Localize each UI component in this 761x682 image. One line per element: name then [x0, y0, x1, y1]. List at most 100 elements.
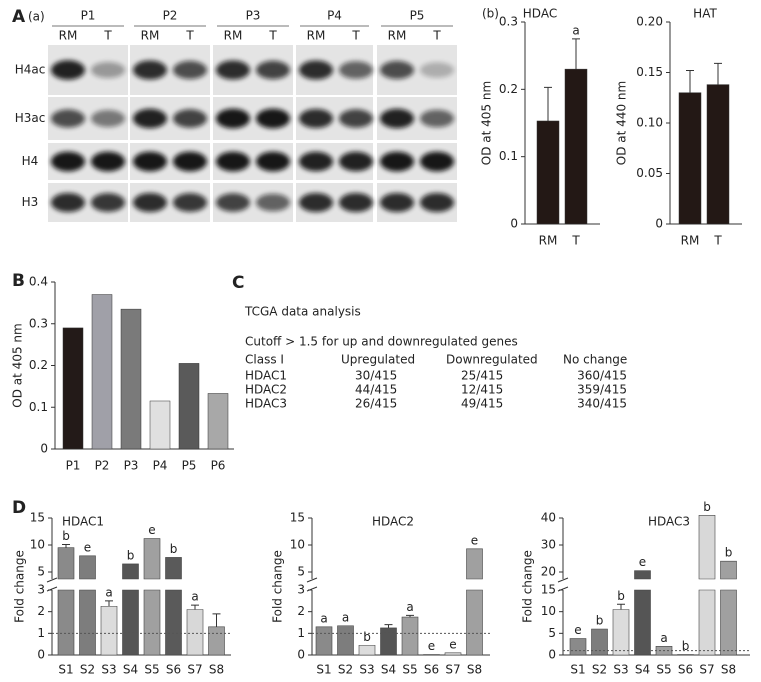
significance-label: b — [682, 639, 690, 653]
blot-band — [133, 151, 167, 172]
patient-label: P2 — [163, 9, 178, 23]
bar — [591, 628, 608, 656]
patient-label: P4 — [327, 9, 342, 23]
bar — [358, 644, 376, 656]
y-tick-label: 0 — [655, 217, 663, 231]
y-tick-label: 0.2 — [29, 358, 48, 372]
blot-band — [299, 108, 333, 129]
blot-band — [420, 151, 454, 172]
table-title: TCGA data analysis — [244, 305, 361, 319]
x-tick-label: S4 — [123, 663, 138, 677]
blot-band — [51, 151, 85, 172]
significance-label: e — [449, 637, 456, 651]
x-tick-label: S2 — [80, 663, 95, 677]
row-label: H4 — [22, 154, 39, 168]
table-cell: HDAC3 — [245, 397, 287, 411]
y-tick-label: 2 — [297, 604, 305, 618]
table-cell: HDAC1 — [245, 369, 287, 383]
lane-label: RM — [59, 29, 78, 43]
blot-band — [299, 151, 333, 172]
blot-band — [51, 109, 85, 128]
y-tick-label: 0.3 — [29, 316, 48, 330]
blot-band — [216, 151, 250, 172]
y-tick-label: 5 — [297, 565, 305, 579]
bar — [91, 294, 113, 450]
bar — [208, 626, 225, 656]
error-bar — [714, 62, 722, 85]
bar — [120, 308, 142, 450]
y-tick-label: 0.10 — [636, 116, 663, 130]
blot-band — [380, 151, 414, 172]
y-tick-label: 0 — [297, 648, 305, 662]
x-tick-label: RM — [681, 234, 700, 248]
blot-band — [339, 109, 373, 128]
y-tick-label: 3 — [37, 583, 45, 597]
significance-label: e — [574, 623, 581, 637]
x-tick-label: S3 — [613, 663, 628, 677]
error-bar — [572, 38, 580, 70]
error-bar — [212, 613, 221, 627]
x-tick-label: S3 — [101, 663, 116, 677]
patient-label: P1 — [81, 9, 96, 23]
y-tick-label: 0.4 — [29, 275, 48, 289]
x-tick-label: T — [571, 234, 580, 248]
significance-label: b — [703, 500, 711, 514]
y-tick-label: 0.05 — [636, 166, 663, 180]
bar — [122, 563, 139, 656]
significance-label: e — [428, 639, 435, 653]
blot-band — [380, 108, 414, 129]
axis-break — [557, 577, 569, 592]
y-tick-label: 0.15 — [636, 65, 663, 79]
axis-break — [306, 577, 318, 592]
bar — [536, 120, 560, 225]
table-cell: 340/415 — [577, 397, 627, 411]
panel-label: (b) — [482, 7, 499, 21]
bar — [178, 363, 200, 450]
y-tick-label: 0 — [510, 217, 518, 231]
significance-label: e — [84, 540, 91, 554]
x-tick-label: S7 — [187, 663, 202, 677]
x-tick-label: S2 — [338, 663, 353, 677]
panel-label: C — [232, 273, 244, 293]
lane-label: RM — [141, 29, 160, 43]
y-tick-label: 0.3 — [499, 15, 518, 29]
blot-band — [91, 61, 125, 79]
x-tick-label: S5 — [656, 663, 671, 677]
table-cell: 49/415 — [461, 397, 503, 411]
blot-band — [173, 60, 207, 80]
y-axis-label: Fold change — [521, 550, 535, 623]
y-tick-label: 0 — [40, 442, 48, 456]
y-axis-label: Fold change — [13, 550, 27, 623]
error-bar — [406, 614, 414, 618]
bar — [57, 547, 75, 656]
significance-label: a — [660, 631, 667, 645]
y-tick-label: 0.1 — [29, 400, 48, 414]
x-tick-label: S1 — [316, 663, 331, 677]
x-tick-label: S4 — [635, 663, 650, 677]
chart-title: HDAC1 — [62, 515, 104, 529]
lane-label: RM — [388, 29, 407, 43]
table-cell: 30/415 — [355, 369, 397, 383]
blot-band — [299, 60, 333, 80]
table-header: No change — [563, 353, 627, 367]
error-bar — [617, 603, 625, 610]
table-header: Downregulated — [446, 353, 538, 367]
chart-title: HDAC2 — [372, 515, 414, 529]
significance-label: b — [596, 614, 604, 628]
chart-title: HAT — [693, 7, 717, 21]
panel-sublabel: (a) — [28, 10, 45, 24]
bar — [380, 627, 397, 656]
x-tick-label: S1 — [58, 663, 73, 677]
blot-band — [173, 109, 207, 128]
table-cell: 44/415 — [355, 383, 397, 397]
blot-band — [91, 151, 125, 172]
y-tick-label: 15 — [290, 511, 305, 525]
x-tick-label: P5 — [182, 459, 197, 473]
blot-band — [216, 193, 250, 212]
blot-band — [173, 193, 207, 212]
y-tick-label: 5 — [37, 565, 45, 579]
y-tick-label: 0 — [37, 648, 45, 662]
row-label: H4ac — [15, 63, 46, 77]
table-cell: 360/415 — [577, 369, 627, 383]
chart-title: HDAC3 — [648, 515, 690, 529]
